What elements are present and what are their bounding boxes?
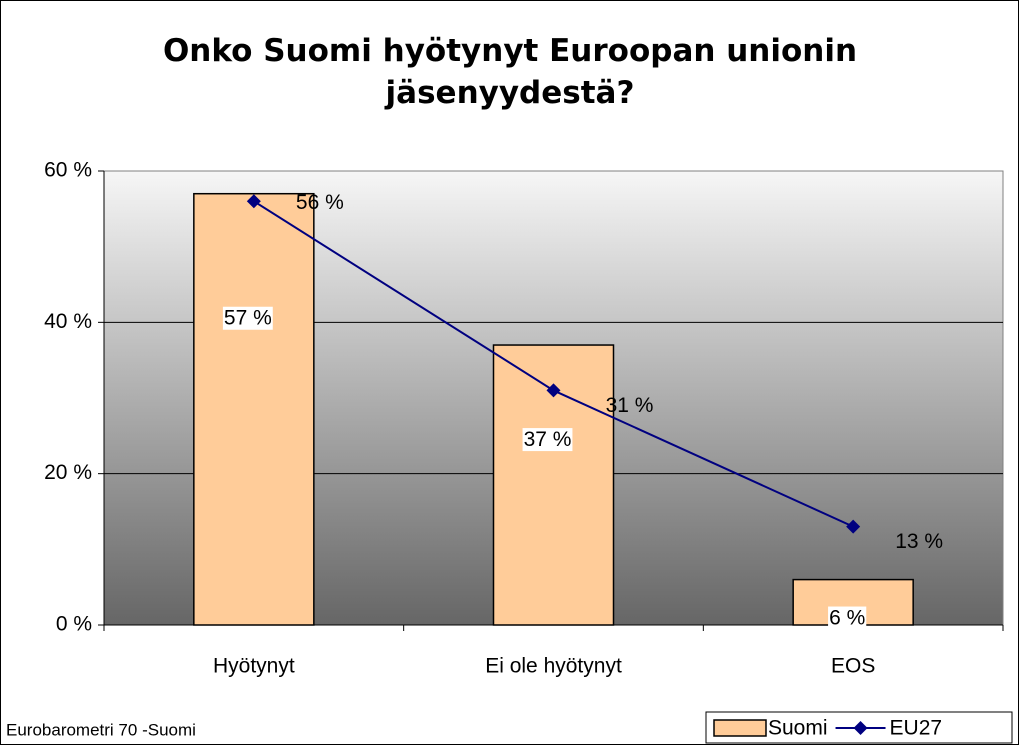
- y-tick-label: 0 %: [56, 613, 92, 636]
- y-tick-label: 40 %: [44, 310, 92, 333]
- legend-label: Suomi: [768, 717, 828, 740]
- marker: [846, 519, 861, 534]
- marker: [546, 383, 561, 398]
- x-tick-label: Hyötynyt: [213, 655, 295, 678]
- data-label: 6 %: [829, 607, 865, 630]
- marker: [246, 194, 261, 209]
- legend-swatch: [713, 719, 767, 737]
- data-label: 31 %: [606, 394, 654, 417]
- data-label: 13 %: [895, 530, 943, 553]
- data-label-bg: [828, 606, 867, 630]
- data-label: 56 %: [296, 191, 344, 214]
- chart-title: Onko Suomi hyötynyt Euroopan unionin jäs…: [162, 33, 858, 111]
- y-tick-label: 60 %: [44, 159, 92, 182]
- y-tick-label: 20 %: [44, 461, 92, 484]
- x-tick-label: EOS: [831, 655, 875, 678]
- bar: [193, 192, 315, 626]
- data-label-bg: [522, 428, 573, 452]
- legend-marker: [853, 721, 868, 735]
- data-label-bg: [222, 306, 273, 330]
- data-label: 37 %: [524, 428, 572, 451]
- footer: Eurobarometri 70 -Suomi: [6, 720, 196, 739]
- data-label: 57 %: [224, 307, 272, 330]
- x-tick-label: Ei ole hyötynyt: [485, 655, 622, 678]
- legend-label: EU27: [890, 717, 943, 740]
